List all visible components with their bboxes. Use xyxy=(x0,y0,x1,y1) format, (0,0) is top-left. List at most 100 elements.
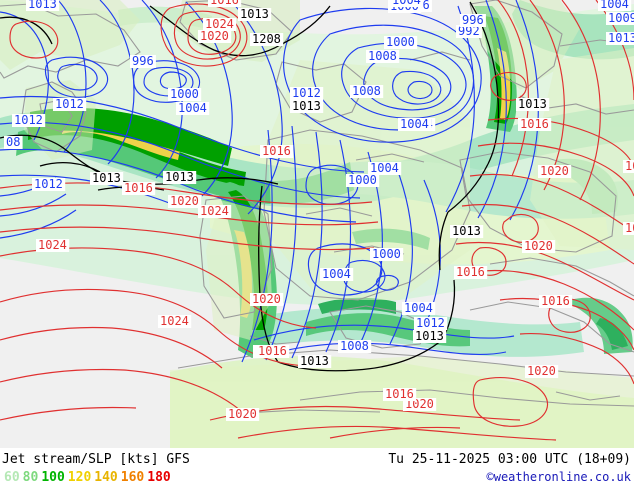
contour-label-chip xyxy=(298,355,332,368)
contour-label-text: 1012 xyxy=(55,97,84,111)
contour-label: 1020 xyxy=(522,239,556,253)
contour-label-chip xyxy=(198,205,232,218)
contour-label: 1008 xyxy=(350,84,384,98)
coastlines xyxy=(0,0,634,415)
contour-label-text: 1016 xyxy=(210,0,239,7)
contour-label-chip xyxy=(4,136,23,149)
contour-label: 1004 xyxy=(398,117,432,131)
contour-label-text: 1016 xyxy=(520,117,549,131)
contour-label: 1013 xyxy=(90,171,124,185)
contour-label-text: 1004 xyxy=(392,0,421,7)
contour-label-chip xyxy=(383,388,417,401)
contour-label-chip xyxy=(522,240,556,253)
contour-label-text: 996 xyxy=(462,13,484,27)
contour-label-text: 1013 xyxy=(165,170,194,184)
contour-label: 1020 xyxy=(198,29,232,43)
contour-label: 1016 xyxy=(256,344,290,358)
contour-label-chip xyxy=(226,408,260,421)
contour-label-chip xyxy=(350,85,384,98)
contour-label-text: 1020 xyxy=(527,364,556,378)
valid-datetime: Tu 25-11-2025 03:00 UTC (18+09) xyxy=(388,452,631,467)
chart-title: Jet stream/SLP [kts] GFS xyxy=(2,452,190,467)
contour-label: 1024 xyxy=(203,17,237,31)
contour-label: 1020 xyxy=(226,407,260,421)
contour-label-text: 1004 xyxy=(178,101,207,115)
contour-label: 1020 xyxy=(250,292,284,306)
contour-label-text: 1004 xyxy=(600,0,629,11)
contour-label-text: 1000 xyxy=(170,87,199,101)
contour-label: 1013 xyxy=(623,159,634,173)
contour-label-text: 1013 xyxy=(608,31,634,45)
contour-label-chip xyxy=(320,268,354,281)
contour-label-chip xyxy=(368,162,402,175)
contour-label-text: 1000 xyxy=(372,247,401,261)
contour-label: 1013 xyxy=(450,224,484,238)
contour-label-chip xyxy=(598,0,632,11)
contour-label: 1016 xyxy=(383,387,417,401)
scale-tick-120: 120 xyxy=(67,470,92,485)
contour-label-chip xyxy=(32,178,66,191)
contour-label: 1020 xyxy=(168,194,202,208)
land-eastern-europe xyxy=(530,48,634,250)
contour-label-chip xyxy=(26,0,60,11)
contour-label: 1004 xyxy=(402,301,436,315)
scale-tick-100: 100 xyxy=(41,470,65,485)
contour-label: 1013 xyxy=(26,0,60,11)
jet-speed-color-scale: 60 80 100 120 140 160 180 xyxy=(4,470,174,485)
contour-label-chip xyxy=(163,171,197,184)
contour-label-text: 1004 xyxy=(400,117,429,131)
contour-label-chip xyxy=(238,8,272,21)
contour-label-text: 1013 xyxy=(518,97,547,111)
jet-band-80-atlantic xyxy=(0,104,634,208)
contour-label-text: 1013 xyxy=(28,0,57,11)
contour-label: 1012 xyxy=(290,86,324,100)
contour-label-chip xyxy=(290,87,324,100)
contour-label-text: 1020 xyxy=(540,164,569,178)
contour-label-chip xyxy=(338,340,372,353)
contour-label: 1013 xyxy=(623,221,634,235)
contour-label-text: 1016 xyxy=(124,181,153,195)
contour-label-chip xyxy=(168,195,202,208)
contour-label-text: 1012 xyxy=(34,177,63,191)
weather-map-canvas[interactable]: 1013 996 1000 1004 1012 1012 08 1012 1013 1013 101… xyxy=(0,0,634,448)
contour-label: 992 xyxy=(456,24,482,38)
contour-label-chip xyxy=(168,88,202,101)
contour-label-chip xyxy=(370,248,404,261)
contour-label-chip xyxy=(450,225,484,238)
contour-label-text: 1008 xyxy=(340,339,369,353)
contour-label-chip xyxy=(606,12,634,25)
land-greenland xyxy=(0,0,140,70)
contour-label: 996 xyxy=(460,13,486,27)
contour-label-text: 1024 xyxy=(38,238,67,252)
scale-tick-180: 180 xyxy=(147,470,171,485)
contour-label-chip xyxy=(384,36,418,49)
contour-label-text: 1000 xyxy=(386,35,415,49)
contour-label: 1016 xyxy=(260,144,294,158)
contour-label: 1004 xyxy=(368,161,402,175)
contour-label-chip xyxy=(538,165,572,178)
contour-label-text: 1009 xyxy=(608,11,634,25)
contour-label-text: 1016 xyxy=(262,144,291,158)
contour-label: 1000 xyxy=(370,247,404,261)
contour-label-chip xyxy=(366,50,400,63)
contour-label: 1004 xyxy=(176,101,210,115)
contour-label-chip xyxy=(256,345,290,358)
contour-label-chip xyxy=(130,55,156,68)
contour-label: 1016 xyxy=(539,294,573,308)
contour-label-chip xyxy=(290,100,324,113)
contour-label-text: 1000 xyxy=(348,173,377,187)
contour-label-text: 1013 xyxy=(415,329,444,343)
contour-label-chip xyxy=(260,145,294,158)
contour-label-chip xyxy=(250,33,284,46)
jet-band-120-levant xyxy=(596,318,628,350)
contour-label-chip xyxy=(398,118,432,131)
contour-label: 1013 xyxy=(290,99,324,113)
contour-label-text: 1016 xyxy=(541,294,570,308)
contour-label-chip xyxy=(414,317,448,330)
contour-label-text: 1008 xyxy=(368,49,397,63)
contour-label-chip xyxy=(198,30,232,43)
scale-tick-80: 80 xyxy=(22,470,39,485)
contour-label-chip xyxy=(176,102,210,115)
contour-label-text: 1016 xyxy=(385,387,414,401)
